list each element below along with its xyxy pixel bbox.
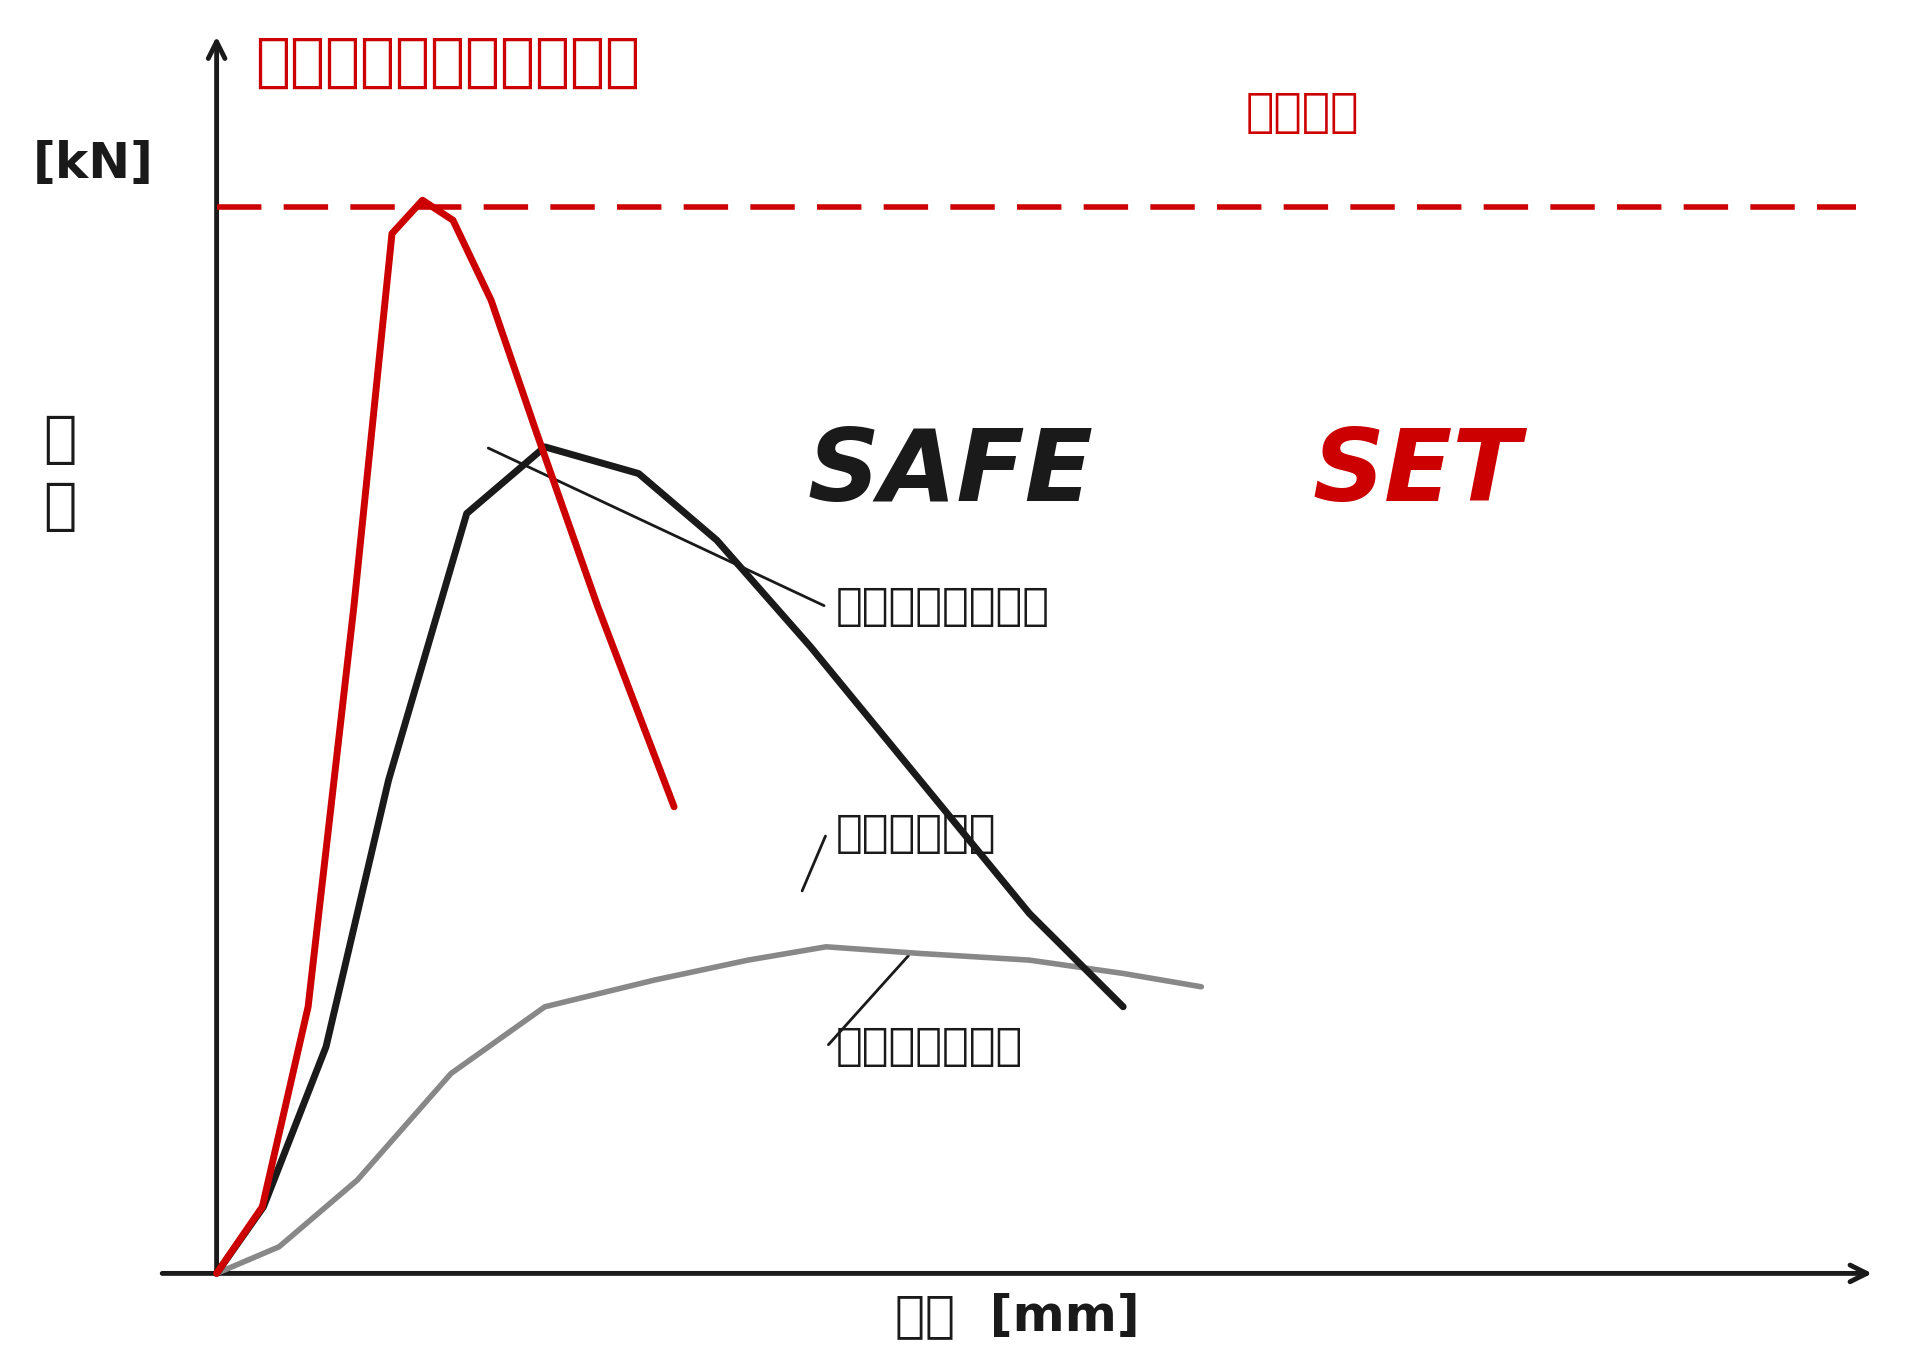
Text: SAFE: SAFE [808,426,1092,523]
Text: ダイヤモンド穿孔の場合: ダイヤモンド穿孔の場合 [255,34,639,90]
Text: SET: SET [1313,426,1521,523]
Text: 目荒しツール使用: 目荒しツール使用 [835,586,1050,628]
Text: 変位  [mm]: 変位 [mm] [895,1292,1139,1340]
Text: [kN]: [kN] [33,140,154,189]
Text: 終局耐力: 終局耐力 [1246,92,1359,136]
Text: 適切な孔清掃: 適切な孔清掃 [835,812,996,855]
Text: 負
荷: 負 荷 [44,414,77,533]
Text: 不適切な孔清掃: 不適切な孔清掃 [835,1025,1023,1068]
